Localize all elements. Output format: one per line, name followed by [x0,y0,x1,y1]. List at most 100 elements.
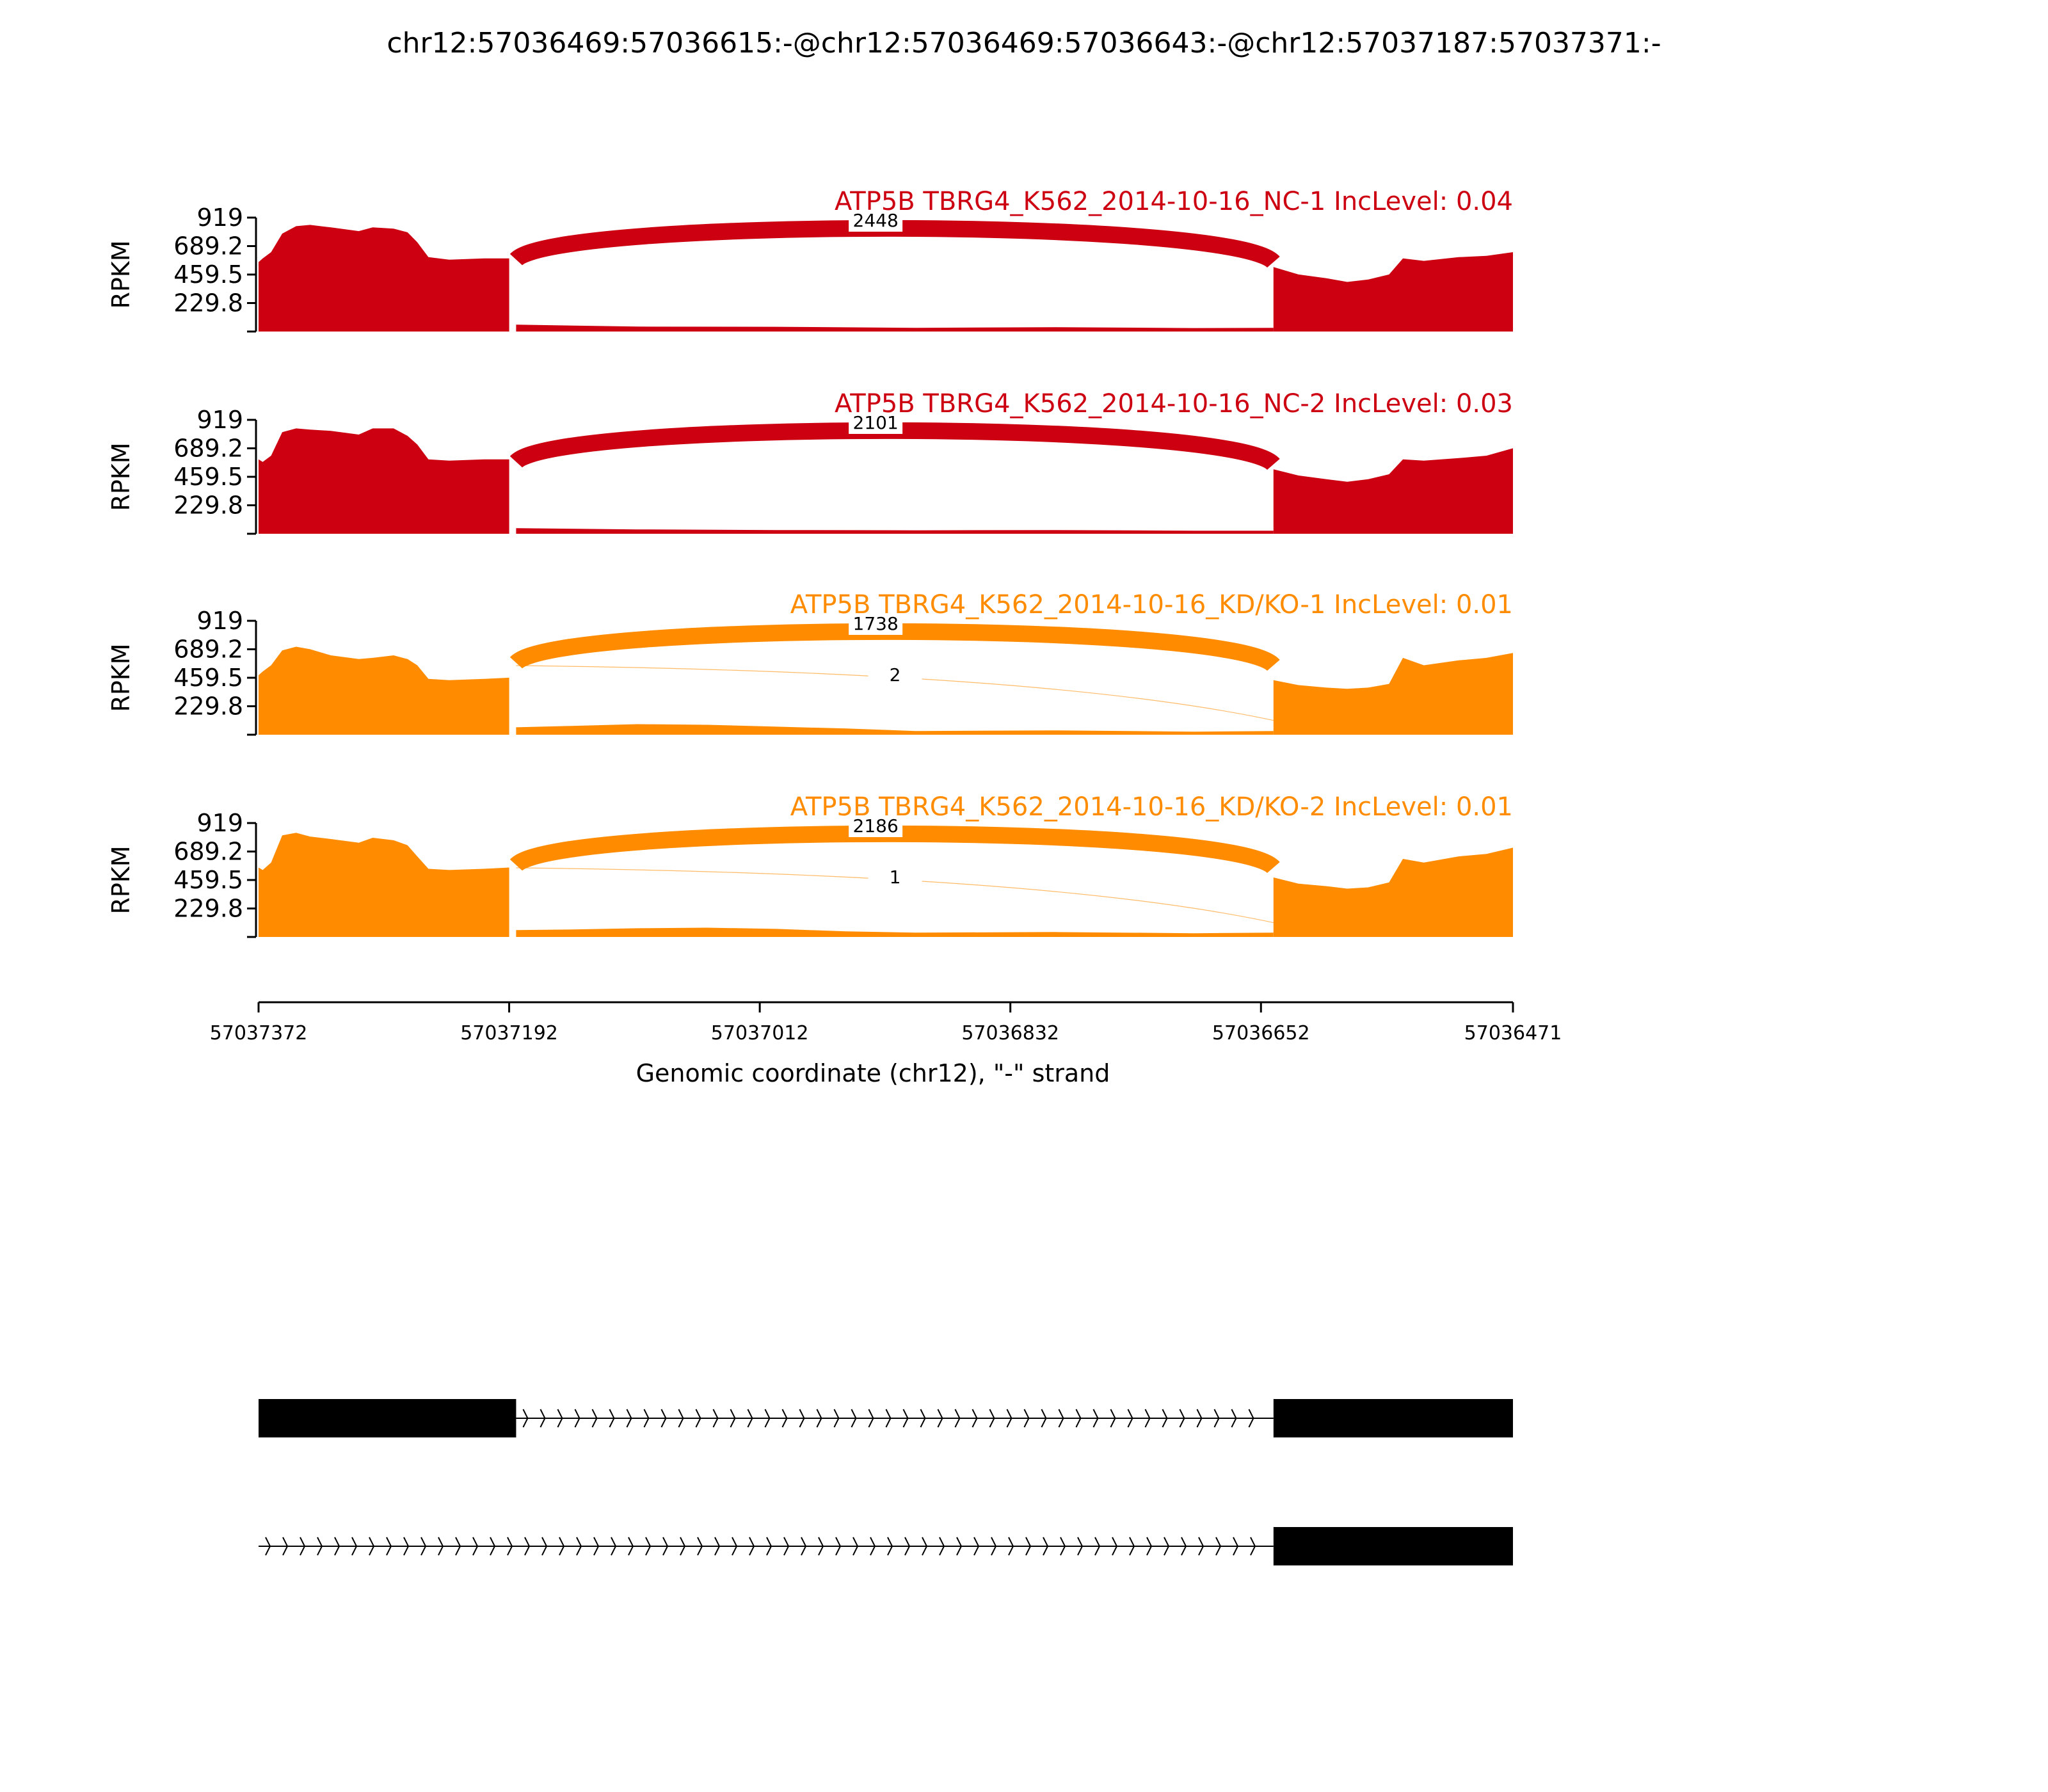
strand-arrow [937,1409,943,1428]
track-sample-label: ATP5B TBRG4_K562_2014-10-16_KD/KO-2 IncL… [790,792,1513,822]
y-axis-label: RPKM [107,643,135,712]
x-tick-label: 57037192 [460,1022,558,1044]
strand-arrow [626,1409,632,1428]
coverage-exon-left [259,646,509,735]
strand-arrow [1006,1409,1012,1428]
strand-arrow [1213,1409,1220,1428]
strand-arrow [490,1537,496,1556]
strand-arrow [954,1409,961,1428]
strand-arrow [628,1537,634,1556]
x-tick-label: 57036471 [1464,1022,1562,1044]
strand-arrow [956,1537,963,1556]
strand-arrow [835,1537,842,1556]
track-3: 1738 2 ATP5B TBRG4_K562_2014-10-16_KD/KO-1… [107,590,1513,736]
strand-arrow [1058,1409,1064,1428]
strand-arrow [801,1537,807,1556]
strand-arrow [611,1537,617,1556]
strand-arrow [643,1409,650,1428]
y-tick-label: 689.2 [173,636,243,664]
exon-block [259,1399,516,1437]
strand-arrow [522,1409,529,1428]
junction-count-label: 2448 [853,210,899,231]
strand-arrow [1164,1537,1170,1556]
strand-arrow [282,1537,289,1556]
strand-arrow [920,1409,926,1428]
y-tick-label: 689.2 [173,435,243,463]
strand-arrow [749,1537,755,1556]
strand-arrow [1162,1409,1168,1428]
strand-arrow [799,1409,805,1428]
y-tick-label: 459.5 [173,664,243,692]
x-axis-label: Genomic coordinate (chr12), "-" strand [636,1059,1110,1087]
strand-arrow [1196,1409,1203,1428]
junction-label-bg [849,614,903,635]
strand-arrow [989,1409,995,1428]
junction-label-bg [849,413,903,434]
junction-count-label: 1 [890,867,901,888]
strand-arrow [730,1409,736,1428]
y-tick-label: 919 [196,809,243,837]
y-tick-label: 459.5 [173,866,243,894]
strand-arrow [1077,1537,1084,1556]
junction-label-bg [849,817,903,837]
strand-arrow [904,1537,911,1556]
track-sample-label: ATP5B TBRG4_K562_2014-10-16_NC-1 IncLeve… [835,187,1513,216]
coverage-intron [516,324,1274,332]
strand-arrow [1233,1537,1239,1556]
track-sample-label: ATP5B TBRG4_K562_2014-10-16_NC-2 IncLeve… [835,389,1513,419]
strand-arrow [1094,1537,1101,1556]
y-tick-label: 919 [196,607,243,635]
strand-arrow [609,1409,615,1428]
strand-arrow [902,1409,909,1428]
strand-arrow [472,1537,479,1556]
strand-arrow [1025,1537,1032,1556]
strand-arrow [973,1537,980,1556]
strand-arrow [1092,1409,1099,1428]
strand-arrow [852,1537,859,1556]
strand-arrow [1060,1537,1066,1556]
y-tick-label: 459.5 [173,463,243,491]
strand-arrow [714,1537,721,1556]
gene-model-2 [259,1527,1513,1565]
strand-arrow [818,1537,824,1556]
strand-arrow [420,1537,427,1556]
strand-arrow [1146,1537,1153,1556]
junction-count-label: 2 [890,664,901,685]
track-sample-label: ATP5B TBRG4_K562_2014-10-16_KD/KO-1 IncL… [790,590,1513,620]
strand-arrow [764,1409,771,1428]
junction-arc [509,220,1280,269]
strand-arrow [887,1537,893,1556]
gene-model-1 [259,1399,1513,1437]
coverage-exon-left [259,833,509,937]
junction-count-label: 1738 [853,613,899,634]
strand-arrow [317,1537,323,1556]
y-tick-label: 229.8 [173,894,243,922]
strand-arrow [766,1537,772,1556]
strand-arrow [1129,1537,1135,1556]
strand-arrow [695,1409,701,1428]
strand-arrow [660,1409,667,1428]
strand-arrow [369,1537,375,1556]
strand-arrow [265,1537,271,1556]
strand-arrow [1179,1409,1185,1428]
strand-arrow [972,1409,978,1428]
exon-block [1273,1399,1513,1437]
strand-arrow [991,1537,997,1556]
junction-count-label: 2101 [853,412,899,433]
junction-arc [509,623,1280,672]
coverage-intron [516,528,1274,534]
junction-arc [516,867,1313,932]
strand-arrow [662,1537,669,1556]
x-tick-label: 57036652 [1212,1022,1310,1044]
strand-arrow [712,1409,719,1428]
coverage-exon-right [1273,847,1513,937]
strand-arrow [591,1409,598,1428]
strand-arrow [1144,1409,1151,1428]
junction-label-bg [868,868,922,888]
strand-arrow [870,1537,876,1556]
strand-arrow [678,1409,684,1428]
y-tick-label: 229.8 [173,692,243,720]
strand-arrow [732,1537,738,1556]
